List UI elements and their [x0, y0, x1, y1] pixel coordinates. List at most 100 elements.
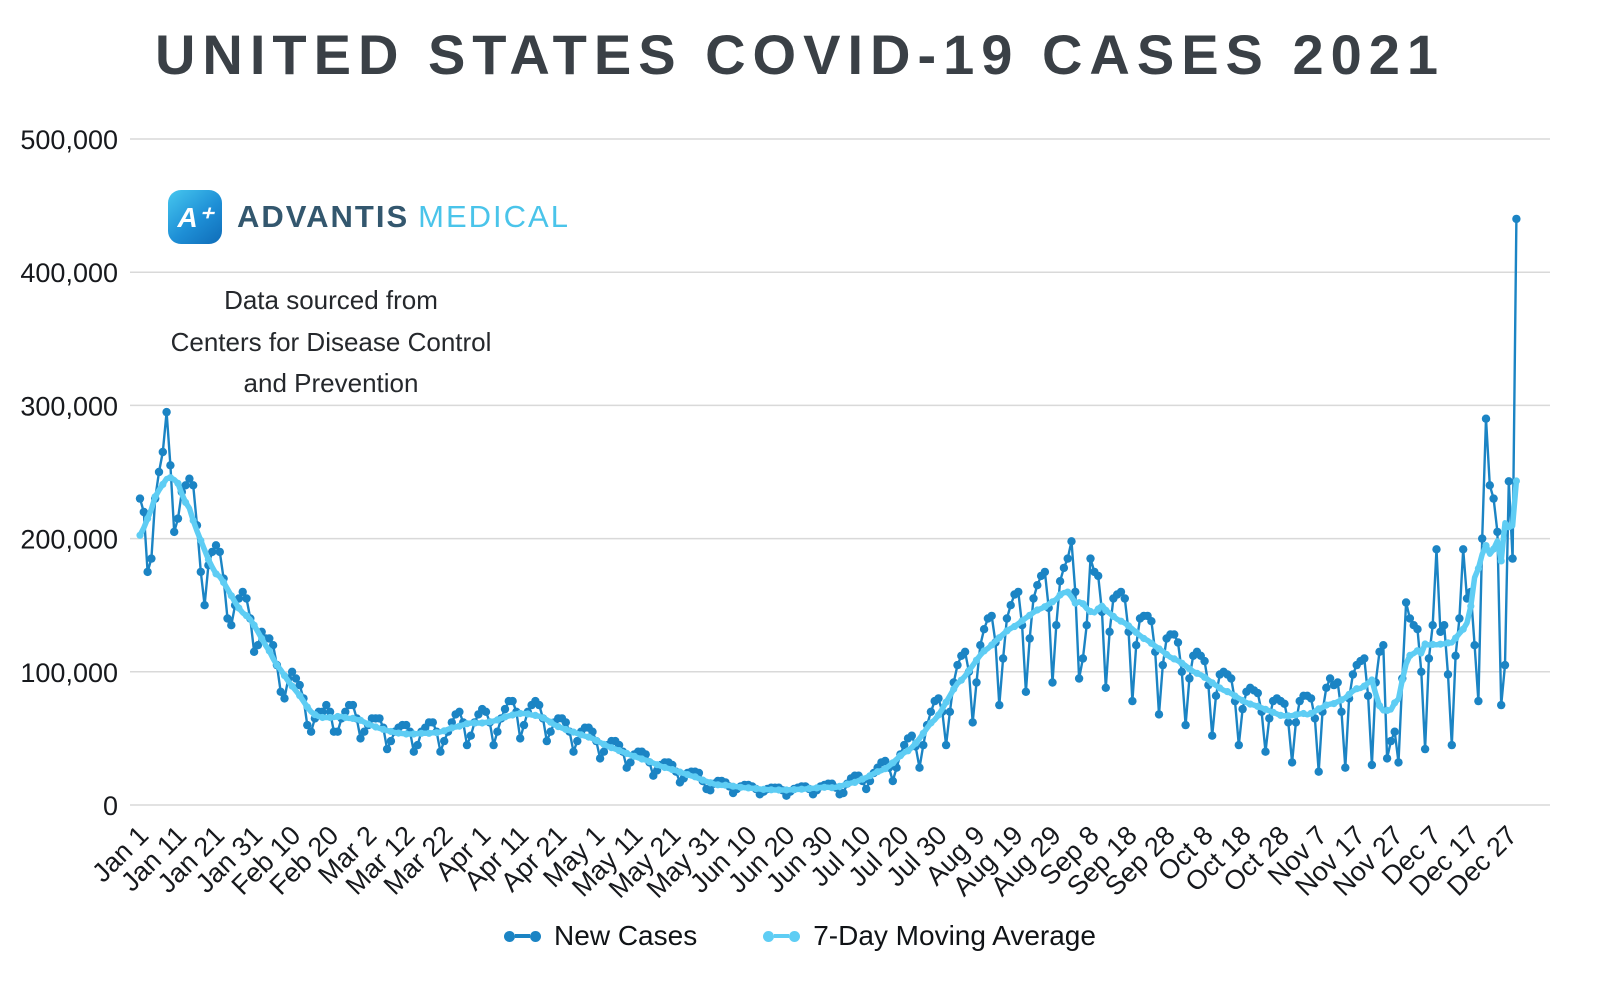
- moving-average-point: [1003, 627, 1011, 635]
- new-cases-point: [569, 747, 578, 756]
- moving-average-point: [1353, 685, 1361, 693]
- new-cases-point: [1253, 688, 1263, 698]
- moving-average-point: [1261, 705, 1270, 713]
- new-cases-point: [1048, 678, 1057, 687]
- moving-average-point: [1406, 651, 1414, 660]
- new-cases-point: [979, 625, 989, 634]
- legend-item-new-cases: New Cases: [504, 920, 697, 952]
- new-cases-point: [135, 494, 145, 503]
- moving-average-point: [1413, 647, 1422, 655]
- new-cases-point: [493, 727, 502, 736]
- new-cases-point: [1033, 581, 1042, 590]
- legend: New Cases 7-Day Moving Average: [0, 920, 1600, 952]
- new-cases-point: [881, 756, 890, 766]
- new-cases-point: [436, 747, 445, 756]
- new-cases-point: [1428, 621, 1437, 630]
- new-cases-point: [303, 720, 312, 730]
- new-cases-point: [972, 678, 981, 687]
- moving-average-point: [250, 621, 258, 629]
- new-cases-point: [1459, 545, 1468, 554]
- moving-average-point: [1482, 542, 1490, 550]
- new-cases-point: [862, 784, 871, 794]
- moving-average-point: [653, 761, 661, 769]
- new-cases-point: [907, 731, 916, 740]
- legend-dot-icon: [763, 930, 775, 942]
- new-cases-point: [839, 788, 848, 798]
- new-cases-point: [223, 614, 232, 623]
- logo-text-primary: ADVANTIS: [237, 199, 410, 234]
- moving-average-point: [516, 709, 524, 718]
- moving-average-point: [402, 730, 410, 738]
- moving-average-point: [843, 780, 851, 788]
- new-cases-point: [1322, 683, 1331, 692]
- moving-average-point: [1337, 696, 1346, 704]
- moving-average-point: [189, 516, 197, 525]
- new-cases-point: [382, 744, 392, 754]
- moving-average-point: [508, 711, 517, 719]
- moving-average-point: [364, 720, 372, 728]
- new-cases-point: [428, 718, 437, 727]
- logo-glyph: A⁺: [177, 201, 213, 233]
- new-cases-point: [409, 747, 418, 756]
- moving-average-point: [1231, 692, 1239, 700]
- moving-average-point: [1474, 564, 1482, 573]
- moving-average-point: [1125, 622, 1133, 630]
- new-cases-point: [1382, 754, 1392, 763]
- new-cases-point: [1481, 414, 1491, 423]
- moving-average-point: [296, 692, 304, 700]
- moving-average-point: [957, 676, 965, 684]
- moving-average-point: [1132, 628, 1140, 637]
- new-cases-point: [1082, 621, 1091, 630]
- moving-average-point: [547, 718, 555, 726]
- legend-dot-icon: [504, 930, 516, 942]
- new-cases-point: [1405, 614, 1415, 623]
- moving-average-point: [1064, 588, 1072, 596]
- moving-average-point: [265, 647, 273, 655]
- new-cases-point: [1306, 694, 1316, 703]
- moving-average-point: [1010, 622, 1019, 631]
- moving-average-point: [455, 722, 463, 730]
- moving-average-point: [394, 729, 403, 737]
- moving-average-point: [1512, 477, 1520, 485]
- moving-average-line: [137, 474, 1520, 793]
- moving-average-point: [1345, 690, 1353, 699]
- new-cases-point: [189, 481, 198, 490]
- new-cases-point: [139, 507, 148, 517]
- legend-marker-moving-average: [763, 930, 801, 942]
- moving-average-point: [1155, 645, 1163, 653]
- moving-average-point: [645, 758, 654, 766]
- new-cases-point: [249, 647, 259, 656]
- moving-average-point: [151, 493, 159, 501]
- new-cases-point: [941, 740, 951, 750]
- new-cases-point: [1504, 477, 1514, 486]
- new-cases-point: [573, 736, 582, 746]
- moving-average-point: [1239, 696, 1247, 705]
- new-cases-point: [440, 736, 449, 746]
- moving-average-point: [539, 714, 547, 722]
- moving-average-point: [820, 783, 829, 791]
- new-cases-point: [322, 700, 331, 710]
- moving-average-point: [387, 727, 395, 736]
- new-cases-point: [242, 594, 251, 603]
- moving-average-point: [372, 723, 380, 731]
- moving-average-point: [1033, 606, 1041, 614]
- new-cases-point: [215, 547, 224, 557]
- moving-average-point: [1467, 602, 1475, 610]
- moving-average-point: [942, 698, 950, 706]
- new-cases-point: [1208, 731, 1217, 740]
- moving-average-point: [813, 784, 821, 792]
- moving-average-point: [889, 759, 897, 767]
- moving-average-point: [866, 772, 874, 780]
- new-cases-point: [1040, 567, 1050, 577]
- moving-average-point: [1505, 523, 1513, 531]
- y-axis-tick-label: 500,000: [20, 125, 118, 155]
- new-cases-point: [200, 601, 209, 610]
- new-cases-point: [1493, 527, 1502, 537]
- new-cases-point: [1086, 554, 1095, 563]
- legend-label-moving-average: 7-Day Moving Average: [813, 920, 1096, 951]
- moving-average-point: [1071, 599, 1079, 607]
- new-cases-point: [181, 481, 190, 490]
- new-cases-point: [280, 694, 289, 703]
- moving-average-point: [334, 712, 342, 721]
- new-cases-point: [968, 718, 977, 727]
